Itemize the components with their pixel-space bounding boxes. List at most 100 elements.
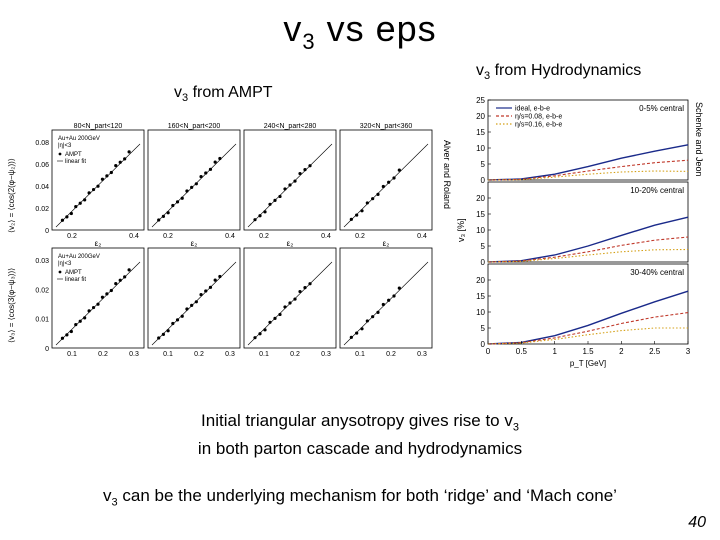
ampt-data-point: [355, 331, 359, 335]
ampt-data-point: [166, 329, 170, 333]
hydro-panel-title: 10-20% central: [630, 186, 684, 195]
ampt-data-point: [268, 320, 272, 324]
ampt-xtick-label: 0.3: [129, 351, 139, 358]
title-text: v: [283, 8, 303, 49]
ampt-panel: 0.2 0.4 ε₂ 240<N_part<280: [243, 123, 337, 248]
ampt-panel: 0.2 0.4 ε₂ 80<N_part<120 Au+Au 200GeV|η|<3 AM…: [51, 123, 145, 248]
hydro-ytick-label: 15: [476, 128, 485, 137]
ampt-panel-frame: [243, 129, 337, 231]
ampt-ytick-label: 0.04: [35, 184, 49, 191]
ampt-xlabel: ε₂: [383, 239, 390, 248]
ampt-data-point: [371, 197, 375, 201]
hydro-ytick-label: 10: [476, 308, 485, 317]
ampt-data-point: [392, 294, 396, 298]
ampt-section-label: v3 from AMPT: [174, 84, 273, 104]
ampt-data-point: [349, 335, 353, 339]
caption-line-1-text: Initial triangular anysotropy gives rise…: [201, 411, 513, 430]
ampt-data-point: [308, 282, 312, 286]
ampt-ytick-label: 0.08: [35, 140, 49, 147]
hydro-legend-label: ideal, e-b-e: [515, 106, 550, 113]
ampt-data-point: [360, 327, 364, 331]
ampt-data-point: [91, 305, 96, 310]
ampt-data-point: [199, 174, 203, 179]
hydro-xtick-label: 1.5: [582, 347, 594, 356]
ampt-data-point: [263, 210, 267, 214]
ampt-data-point: [204, 171, 208, 175]
hydro-xtick-label: 1: [552, 347, 557, 356]
hydro-panel: 0 5 10 15 20 10-20% central: [476, 181, 689, 267]
ampt-data-point: [118, 278, 122, 282]
ampt-centrality-bin: 320<N_part<360: [360, 123, 413, 130]
ampt-xtick-label: 0.1: [67, 351, 77, 358]
ampt-xtick-label: 0.2: [386, 351, 396, 358]
ampt-xtick-label: 0.4: [321, 233, 331, 240]
conclusion-rest: can be the underlying mechanism for both…: [117, 486, 617, 505]
ampt-data-point: [303, 286, 307, 290]
ampt-xtick-label: 0.4: [417, 233, 427, 240]
ampt-data-point: [175, 318, 180, 322]
ampt-data-point: [190, 303, 194, 308]
hydro-xtick-label: 0.5: [516, 347, 528, 356]
ampt-xtick-label: 0.1: [355, 351, 365, 358]
hydro-section-label: v3 from Hydrodynamics: [476, 62, 641, 82]
ampt-data-point: [371, 315, 375, 319]
ampt-data-point: [127, 268, 131, 272]
caption-line-1-sub: 3: [512, 421, 519, 434]
ampt-data-point: [288, 183, 292, 187]
ampt-label-sub: 3: [182, 92, 189, 105]
ampt-legend-marker: [58, 270, 62, 274]
ampt-data-point: [109, 170, 113, 175]
ampt-data-point: [293, 179, 297, 183]
hydro-ytick-label: 20: [476, 112, 485, 121]
ampt-data-point: [258, 214, 262, 218]
ampt-eta-label: |η|<3: [58, 261, 72, 267]
ampt-data-point: [298, 171, 302, 176]
ampt-data-point: [397, 168, 401, 172]
ampt-data-point: [123, 157, 127, 161]
ampt-data-point: [397, 286, 401, 290]
ampt-fit-line: [151, 143, 237, 228]
ampt-data-point: [253, 218, 257, 222]
ampt-data-point: [91, 187, 96, 192]
ampt-xtick-label: 0.1: [259, 351, 269, 358]
ampt-panel-frame: [243, 247, 337, 349]
ampt-data-point: [161, 214, 166, 218]
ampt-data-point: [105, 174, 109, 178]
ampt-legend-points: AMPT: [65, 152, 82, 158]
ampt-data-point: [180, 314, 184, 318]
hydro-ytick-label: 15: [476, 210, 485, 219]
ampt-data-point: [308, 164, 312, 168]
ampt-data-point: [60, 218, 65, 222]
title-subscript: 3: [302, 29, 316, 55]
ampt-data-point: [74, 322, 78, 327]
ampt-bottom-ylabel: ⟨v₃⟩ = ⟨cos(3(φ−ψ₃))⟩: [7, 268, 16, 343]
conclusion: v3 can be the underlying mechanism for b…: [20, 486, 700, 508]
ampt-ytick-label: 0.03: [35, 258, 49, 265]
ampt-panel: 0.1 0.2 0.3 ε₃: [243, 247, 337, 358]
ampt-data-point: [381, 184, 385, 189]
ampt-data-point: [273, 198, 277, 202]
hydro-panel-title: 0-5% central: [639, 104, 684, 113]
ampt-panel-frame: [51, 129, 145, 231]
ampt-xlabel: ε₂: [287, 239, 294, 248]
ampt-eta-label: |η|<3: [58, 143, 72, 149]
conclusion-sub: 3: [111, 496, 118, 509]
ampt-data-point: [360, 209, 364, 213]
ampt-data-point: [185, 189, 189, 193]
ampt-ytick-label: 0.02: [35, 206, 49, 213]
caption: Initial triangular anysotropy gives rise…: [100, 410, 620, 460]
ampt-xtick-label: 0.1: [163, 351, 173, 358]
ampt-data-point: [253, 336, 257, 340]
ampt-data-point: [109, 288, 113, 293]
title-rest: vs eps: [315, 8, 437, 49]
hydro-ylabel: v₃ [%]: [456, 218, 466, 242]
hydro-ytick-label: 10: [476, 144, 485, 153]
ampt-fit-line: [343, 143, 429, 228]
ampt-legend-points: AMPT: [65, 270, 82, 276]
ampt-data-point: [83, 198, 87, 202]
ampt-data-point: [218, 274, 222, 279]
ampt-xlabel: ε₃: [191, 357, 198, 358]
